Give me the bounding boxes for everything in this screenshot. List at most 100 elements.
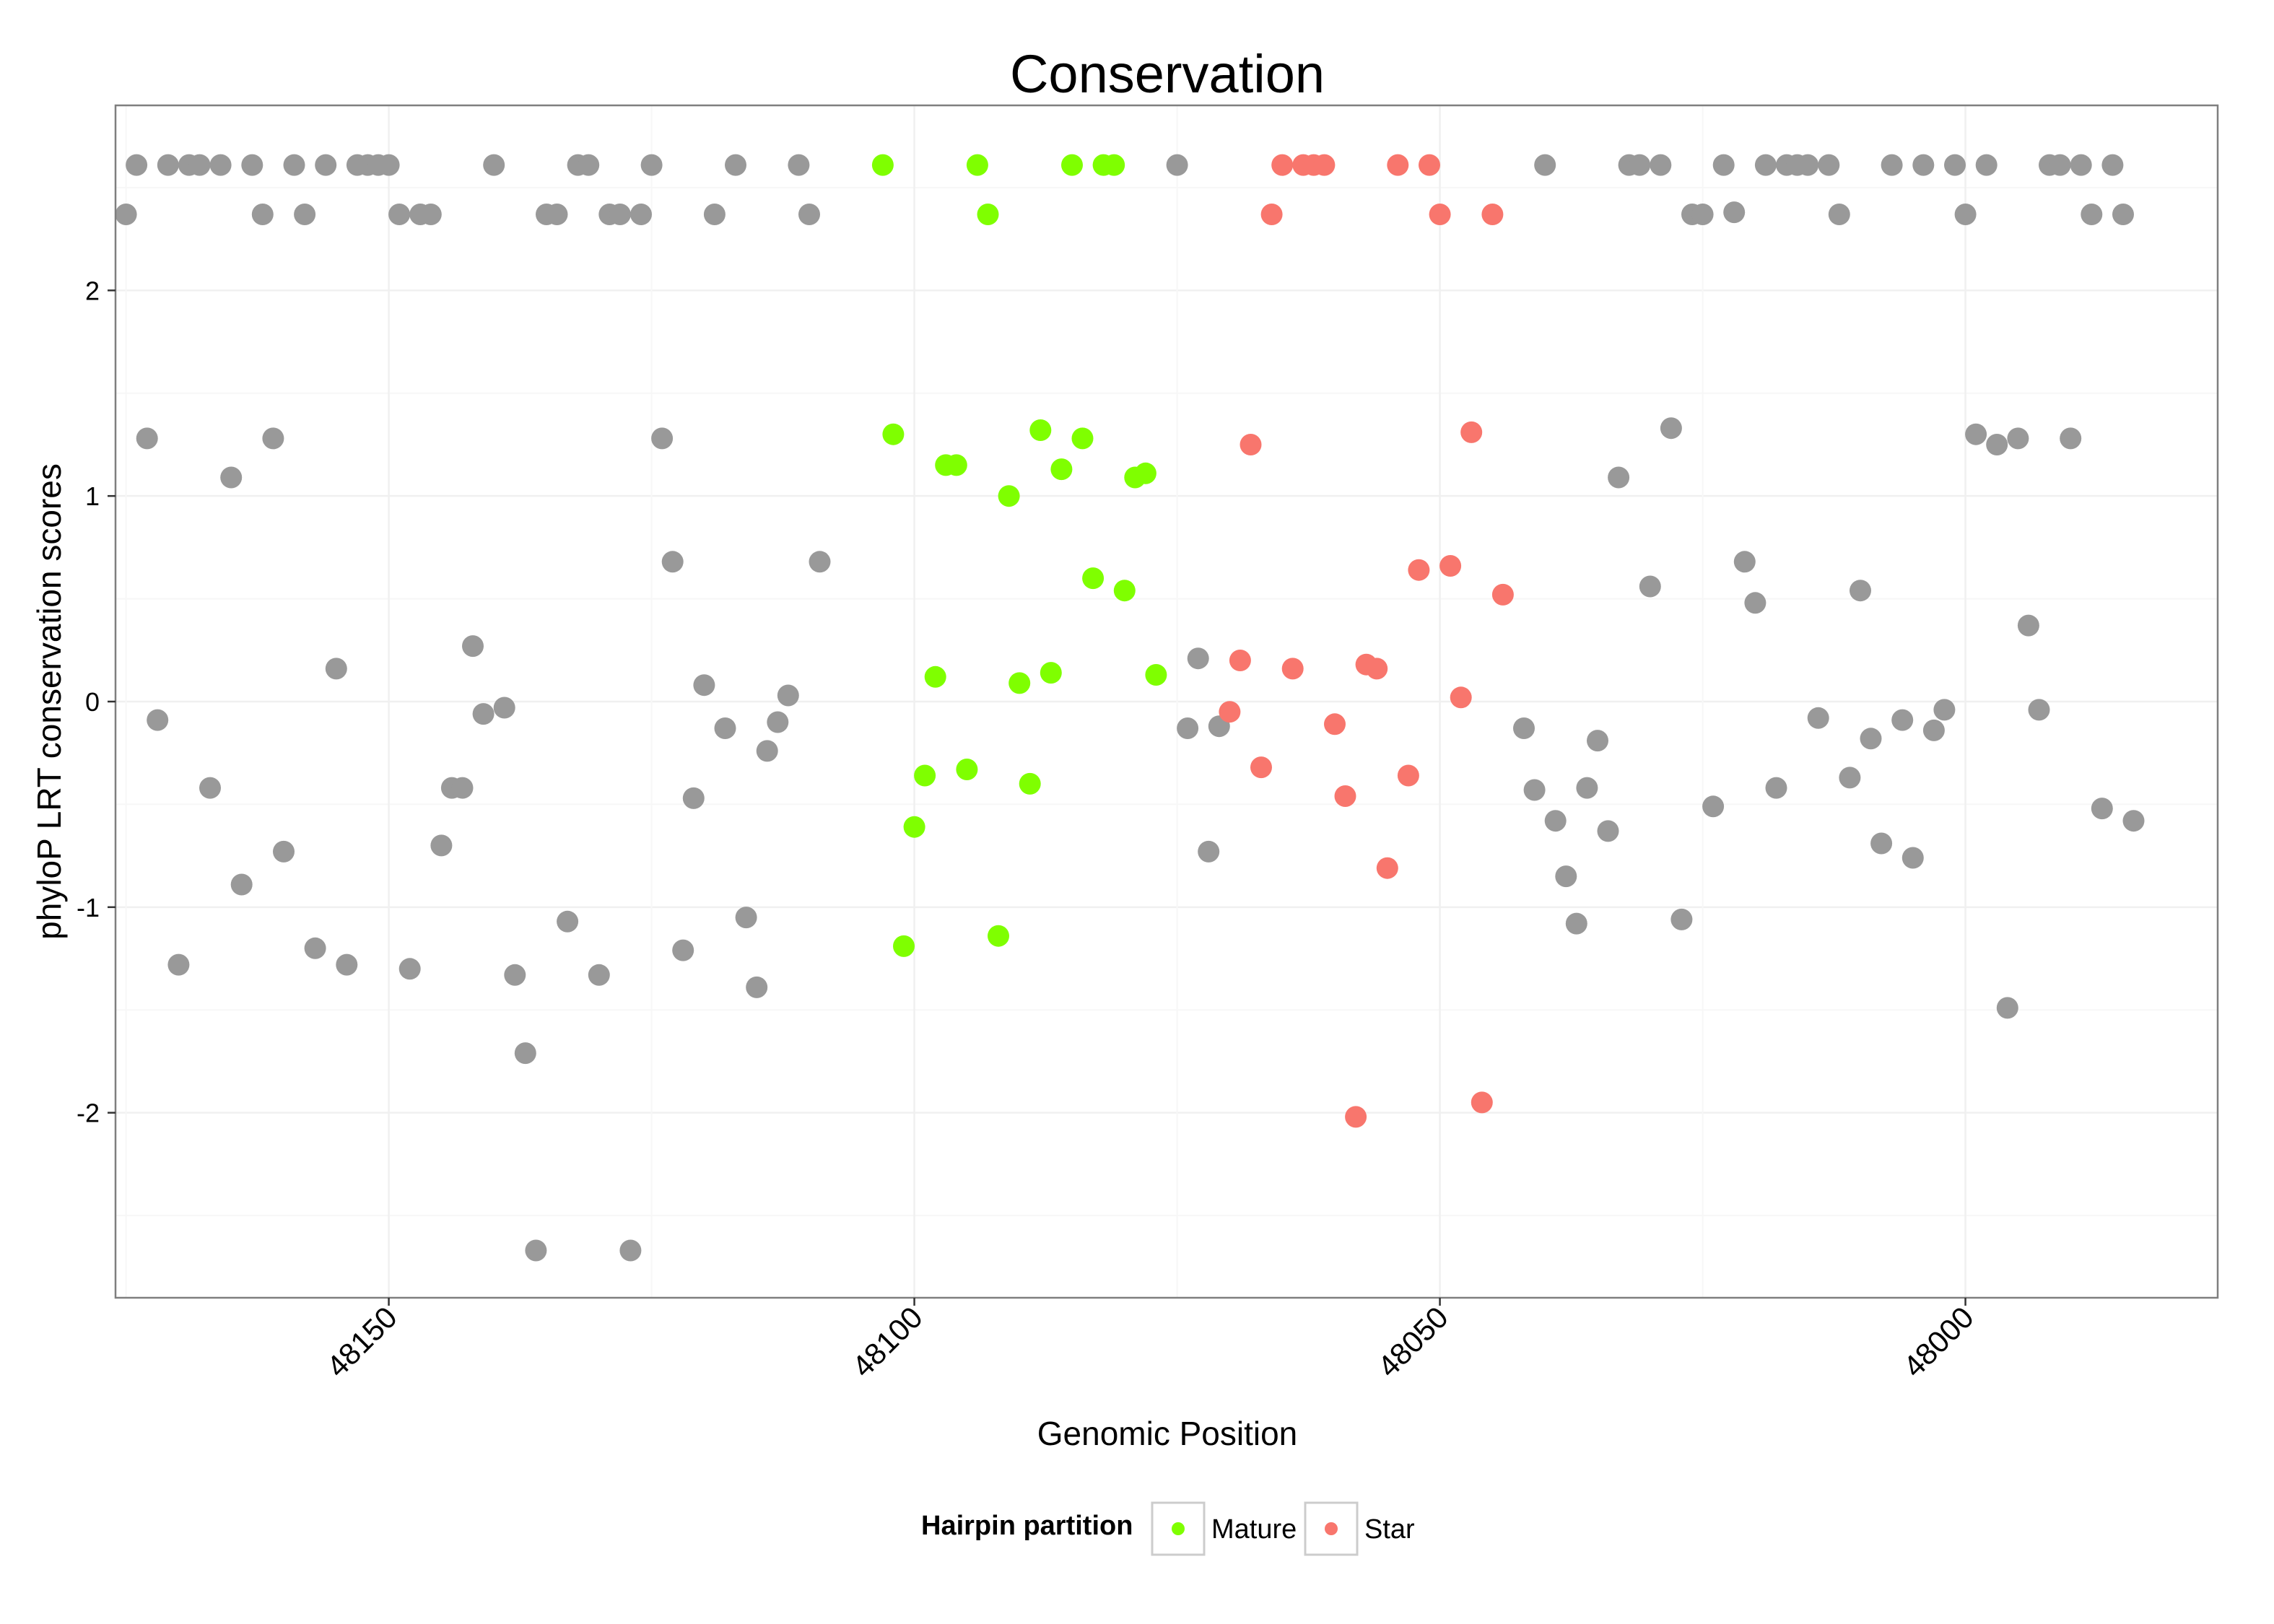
data-point-star	[1334, 785, 1356, 807]
data-point-other	[1733, 551, 1756, 573]
data-point-other	[199, 777, 221, 799]
data-point-other	[1850, 580, 1871, 602]
y-tick-label: -2	[77, 1099, 100, 1128]
data-point-other	[682, 787, 705, 809]
legend-label-mature: Mature	[1211, 1514, 1297, 1545]
data-point-star	[1250, 756, 1272, 779]
data-point-other	[209, 154, 232, 176]
data-point-other	[2122, 810, 2145, 832]
data-point-other	[1691, 204, 1714, 225]
data-point-other	[451, 777, 474, 799]
data-point-other	[514, 1042, 536, 1065]
data-point-star	[1281, 658, 1304, 680]
data-point-other	[1965, 423, 1987, 445]
data-point-star	[1240, 434, 1262, 455]
data-points	[115, 154, 2145, 1262]
data-point-mature	[988, 925, 1009, 947]
data-point-other	[2049, 154, 2071, 176]
data-point-other	[714, 717, 736, 739]
data-point-other	[1986, 434, 2008, 455]
data-point-other	[483, 154, 505, 176]
data-point-star	[1324, 713, 1346, 735]
data-point-mature	[1113, 580, 1136, 602]
data-point-other	[1670, 908, 1693, 930]
data-point-other	[1754, 154, 1777, 176]
y-tick-label: 2	[85, 276, 100, 305]
legend-label-star: Star	[1364, 1514, 1415, 1545]
data-point-other	[398, 958, 421, 980]
data-point-other	[619, 1239, 642, 1262]
data-point-other	[1639, 575, 1661, 598]
data-point-other	[493, 697, 515, 719]
data-point-mature	[966, 154, 988, 176]
data-point-other	[251, 204, 274, 225]
data-point-other	[1996, 997, 2018, 1019]
data-point-other	[1587, 730, 1608, 752]
data-point-star	[1376, 857, 1398, 879]
data-point-other	[336, 953, 358, 976]
data-point-other	[1891, 709, 1914, 731]
data-point-other	[1818, 154, 1840, 176]
data-point-other	[1544, 810, 1567, 832]
data-point-other	[798, 204, 820, 225]
data-point-other	[693, 674, 715, 697]
data-point-other	[1901, 847, 1924, 869]
data-point-other	[1922, 719, 1945, 741]
data-point-other	[1870, 832, 1893, 855]
data-point-other	[1954, 204, 1977, 225]
data-point-other	[578, 154, 600, 176]
data-point-mature	[924, 665, 946, 688]
data-point-other	[809, 551, 831, 573]
data-point-star	[1271, 154, 1294, 176]
data-point-other	[115, 204, 137, 225]
data-point-star	[1366, 658, 1388, 680]
data-point-other	[1513, 717, 1535, 739]
y-tick-label: 1	[85, 481, 100, 511]
data-point-other	[777, 684, 799, 707]
data-point-other	[167, 953, 190, 976]
data-point-mature	[945, 454, 967, 476]
data-point-other	[546, 204, 568, 225]
data-point-star	[1313, 154, 1336, 176]
x-axis-title: Genomic Position	[1037, 1415, 1298, 1452]
data-point-mature	[914, 764, 936, 787]
data-point-other	[1660, 417, 1682, 440]
data-point-other	[188, 154, 211, 176]
data-point-mature	[956, 759, 978, 780]
data-point-mature	[903, 816, 925, 838]
data-point-star	[1229, 650, 1251, 671]
data-point-other	[283, 154, 305, 176]
data-point-other	[2007, 427, 2029, 450]
data-point-mature	[1061, 154, 1083, 176]
data-point-other	[388, 204, 411, 225]
data-point-other	[1712, 154, 1735, 176]
data-point-other	[703, 204, 726, 225]
data-point-other	[1828, 204, 1850, 225]
legend-swatch-mature	[1172, 1522, 1185, 1535]
legend-key-star	[1304, 1501, 1359, 1556]
data-point-other	[1744, 592, 1767, 614]
data-point-star	[1429, 204, 1451, 225]
data-point-other	[419, 204, 442, 225]
data-point-mature	[1009, 672, 1031, 694]
data-point-other	[1702, 795, 1725, 818]
legend-title: Hairpin partition	[921, 1511, 1133, 1541]
data-point-mature	[1050, 458, 1073, 481]
data-point-other	[1881, 154, 1903, 176]
data-point-other	[230, 873, 253, 896]
data-point-other	[609, 204, 631, 225]
data-point-other	[630, 204, 652, 225]
data-point-other	[672, 939, 694, 961]
data-point-other	[241, 154, 263, 176]
data-point-other	[315, 154, 337, 176]
data-point-star	[1219, 701, 1241, 723]
data-point-other	[1912, 154, 1935, 176]
y-axis: -2 -1 0 1 2	[77, 276, 116, 1128]
data-point-other	[504, 964, 526, 986]
legend-swatch-star	[1325, 1522, 1338, 1535]
data-point-other	[1597, 820, 1619, 842]
data-point-other	[1807, 707, 1829, 729]
data-point-star	[1387, 154, 1409, 176]
data-point-other	[1608, 466, 1630, 489]
data-point-other	[1523, 779, 1546, 801]
